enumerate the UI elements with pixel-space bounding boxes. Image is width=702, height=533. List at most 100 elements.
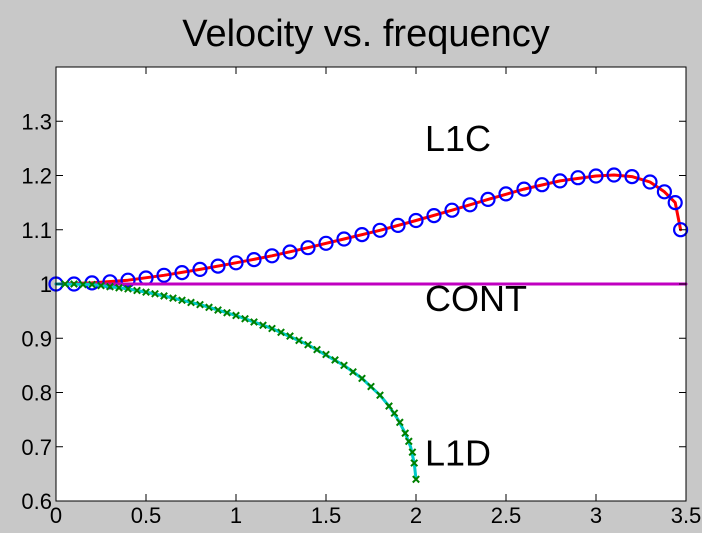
series-4-point xyxy=(277,328,285,337)
series-1-point xyxy=(426,208,442,224)
series-4-point xyxy=(286,332,294,340)
ticks-layer: 0 0.5 1 1.5 2 2.5 3 3.5 0.6 0.7 0.8 0.9 1 1.1 1.2 1.3 xyxy=(21,67,701,528)
series-1-point xyxy=(408,212,424,229)
series-4-point xyxy=(250,318,258,326)
series-4-point xyxy=(331,356,339,364)
series-4-point xyxy=(160,292,168,300)
x-tick-label: 2.5 xyxy=(491,503,522,528)
series-1-point xyxy=(570,170,586,186)
series-0-line xyxy=(54,173,683,286)
annotation-label: L1C xyxy=(425,118,491,159)
series-4-point xyxy=(401,429,410,438)
series-4-point xyxy=(395,418,404,427)
series-1-point xyxy=(516,181,532,197)
y-tick-label: 0.6 xyxy=(21,489,52,514)
x-tick-label: 0 xyxy=(50,503,62,528)
series-1-point xyxy=(264,248,280,264)
series-4-point xyxy=(187,298,195,307)
series-1-point xyxy=(228,255,244,271)
series-4-point xyxy=(340,361,348,370)
series-1-point xyxy=(498,186,514,202)
series-layer xyxy=(48,167,689,484)
series-1-point xyxy=(372,222,388,238)
y-tick-label: 1.2 xyxy=(21,164,52,189)
series-4-point xyxy=(151,289,159,298)
series-1-point xyxy=(606,167,622,183)
series-4-point xyxy=(408,448,417,457)
series-4-point xyxy=(367,382,375,391)
x-tick-label: 1.5 xyxy=(311,503,342,528)
series-1-point xyxy=(120,272,136,288)
y-tick-label: 0.9 xyxy=(21,326,52,351)
series-4-point xyxy=(70,280,78,288)
series-4-point xyxy=(178,296,186,305)
series-4-point xyxy=(295,336,303,345)
x-tick-label: 2 xyxy=(410,503,422,528)
series-1-point xyxy=(390,217,406,233)
y-tick-label: 1 xyxy=(40,272,52,297)
series-1-point xyxy=(667,195,683,211)
series-4-point xyxy=(97,281,105,290)
series-1-point xyxy=(318,235,334,251)
series-4-point xyxy=(115,283,123,292)
x-tick-label: 1 xyxy=(230,503,242,528)
series-4-point xyxy=(322,350,330,359)
series-1-point xyxy=(354,227,370,243)
series-1-point xyxy=(534,177,550,193)
series-4-point xyxy=(169,294,177,303)
annotation-label: L1D xyxy=(425,433,491,474)
series-1-point xyxy=(624,169,640,185)
series-1-point xyxy=(246,252,262,268)
annotation-label: CONT xyxy=(425,278,527,319)
series-4-point xyxy=(223,308,231,317)
y-tick-label: 1.3 xyxy=(21,109,52,134)
series-4-point xyxy=(142,288,150,297)
series-4-point xyxy=(349,367,357,376)
series-4-point xyxy=(304,340,312,349)
series-1-point xyxy=(552,173,568,189)
series-4-point xyxy=(358,374,366,383)
series-1-point xyxy=(444,202,460,218)
series-4-point xyxy=(390,409,399,418)
y-tick-label: 1.1 xyxy=(21,218,52,243)
series-1-point xyxy=(282,244,298,260)
series-1-point xyxy=(588,168,604,184)
series-4-point xyxy=(376,391,384,400)
series-4-point xyxy=(124,284,132,293)
annotation-layer: L1C CONT L1D xyxy=(425,118,527,474)
series-1-point xyxy=(656,184,673,200)
series-1-point xyxy=(300,240,316,256)
series-4-point xyxy=(412,475,420,484)
y-tick-label: 0.8 xyxy=(21,381,52,406)
series-4-point xyxy=(232,311,240,320)
series-4-point xyxy=(79,280,87,289)
x-tick-label: 3.5 xyxy=(671,503,702,528)
series-1-point xyxy=(174,265,190,281)
series-1-point xyxy=(672,222,689,238)
series-4-point xyxy=(205,303,213,312)
series-1-point xyxy=(210,258,226,274)
series-4-point xyxy=(106,282,114,291)
series-1-point xyxy=(192,261,208,277)
series-1-point xyxy=(642,174,658,190)
x-tick-label: 0.5 xyxy=(131,503,162,528)
series-4-point xyxy=(196,300,204,309)
series-4-point xyxy=(313,345,321,354)
series-4-point xyxy=(404,437,413,446)
series-4-point xyxy=(133,286,141,295)
series-4-point xyxy=(61,280,69,288)
series-4-point xyxy=(259,321,267,330)
series-4-point xyxy=(410,459,419,467)
series-1-point xyxy=(156,267,172,283)
series-4-point xyxy=(214,306,222,314)
chart-title: Velocity vs. frequency xyxy=(182,13,550,55)
x-tick-label: 3 xyxy=(590,503,602,528)
series-4-point xyxy=(88,280,96,289)
series-1-point xyxy=(336,231,352,247)
series-1-point xyxy=(480,191,496,207)
y-tick-label: 0.7 xyxy=(21,435,52,460)
series-4-point xyxy=(385,402,393,410)
series-1-point xyxy=(462,197,478,213)
